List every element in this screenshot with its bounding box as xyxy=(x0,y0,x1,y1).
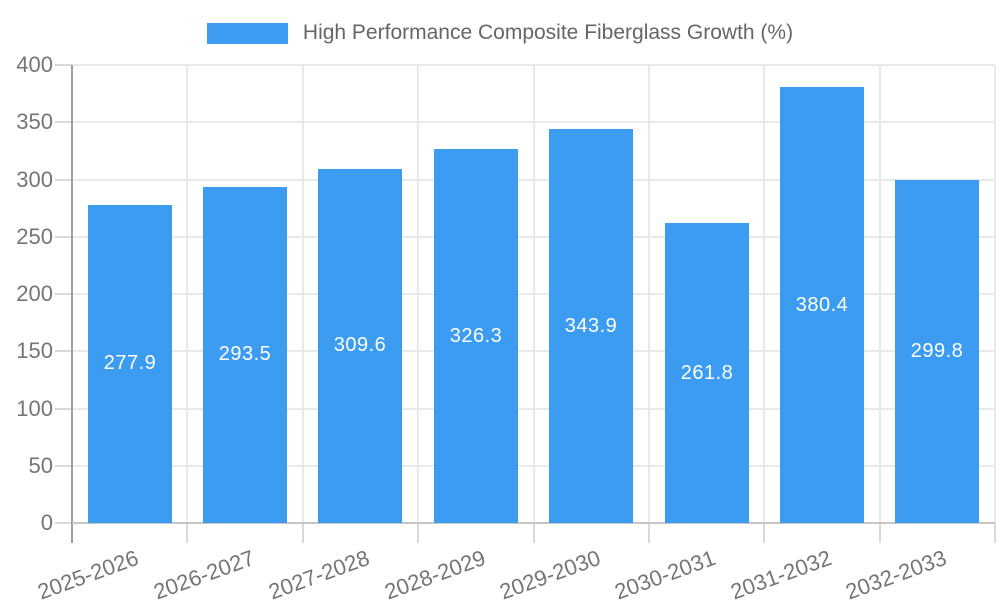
bar[interactable]: 309.6 xyxy=(318,168,402,523)
bar[interactable]: 343.9 xyxy=(549,129,633,523)
y-tick-mark xyxy=(55,408,72,410)
bar-value-label: 309.6 xyxy=(333,334,387,357)
x-tick-mark xyxy=(302,523,304,543)
x-tick-label: 2030-2031 xyxy=(611,545,720,600)
x-tick-mark xyxy=(533,523,535,543)
y-tick-mark xyxy=(55,121,72,123)
y-tick-label: 250 xyxy=(16,224,53,249)
bar-value-label: 343.9 xyxy=(564,314,618,337)
v-gridline xyxy=(302,65,304,523)
x-axis-line xyxy=(72,522,995,524)
y-tick-label: 100 xyxy=(16,396,53,421)
v-gridline xyxy=(186,65,188,523)
x-tick-mark xyxy=(763,523,765,543)
bar-value-label: 380.4 xyxy=(795,293,849,316)
x-tick-mark xyxy=(648,523,650,543)
bar[interactable]: 261.8 xyxy=(665,223,749,523)
v-gridline xyxy=(417,65,419,523)
legend-label: High Performance Composite Fiberglass Gr… xyxy=(302,21,794,44)
bar[interactable]: 277.9 xyxy=(88,204,172,523)
bar-value-label: 326.3 xyxy=(449,324,503,347)
v-gridline xyxy=(763,65,765,523)
y-tick-label: 0 xyxy=(40,510,53,535)
bar[interactable]: 299.8 xyxy=(895,179,979,523)
x-tick-label: 2029-2030 xyxy=(496,545,604,600)
v-gridline xyxy=(533,65,535,523)
y-tick-label: 300 xyxy=(16,167,53,192)
legend-swatch xyxy=(206,22,288,44)
x-tick-mark xyxy=(994,523,996,543)
x-tick-mark xyxy=(186,523,188,543)
bar-value-label: 277.9 xyxy=(103,352,157,375)
bar-value-label: 261.8 xyxy=(680,361,734,384)
y-tick-label: 200 xyxy=(16,281,53,306)
y-tick-mark xyxy=(55,350,72,352)
y-tick-mark xyxy=(55,64,72,66)
x-tick-mark xyxy=(417,523,419,543)
y-tick-label: 150 xyxy=(16,338,53,363)
x-tick-label: 2028-2029 xyxy=(380,545,489,600)
v-gridline xyxy=(648,65,650,523)
x-tick-label: 2032-2033 xyxy=(842,545,950,600)
x-tick-label: 2027-2028 xyxy=(265,545,373,600)
y-tick-mark xyxy=(55,179,72,181)
bar[interactable]: 380.4 xyxy=(780,87,864,523)
y-axis-line xyxy=(71,65,73,543)
y-tick-mark xyxy=(55,522,72,524)
y-tick-label: 350 xyxy=(16,109,53,134)
bar[interactable]: 326.3 xyxy=(434,149,518,523)
bar-value-label: 293.5 xyxy=(218,343,272,366)
x-tick-mark xyxy=(879,523,881,543)
v-gridline xyxy=(879,65,881,523)
y-tick-mark xyxy=(55,236,72,238)
legend[interactable]: High Performance Composite Fiberglass Gr… xyxy=(0,20,1000,46)
bar[interactable]: 293.5 xyxy=(203,186,287,523)
x-tick-label: 2031-2032 xyxy=(727,545,835,600)
y-tick-label: 400 xyxy=(16,52,53,77)
v-gridline xyxy=(994,65,996,523)
y-tick-mark xyxy=(55,465,72,467)
bar-value-label: 299.8 xyxy=(910,339,964,362)
x-tick-label: 2026-2027 xyxy=(150,545,258,600)
x-tick-label: 2025-2026 xyxy=(34,545,143,600)
y-tick-label: 50 xyxy=(28,453,53,478)
y-tick-mark xyxy=(55,293,72,295)
